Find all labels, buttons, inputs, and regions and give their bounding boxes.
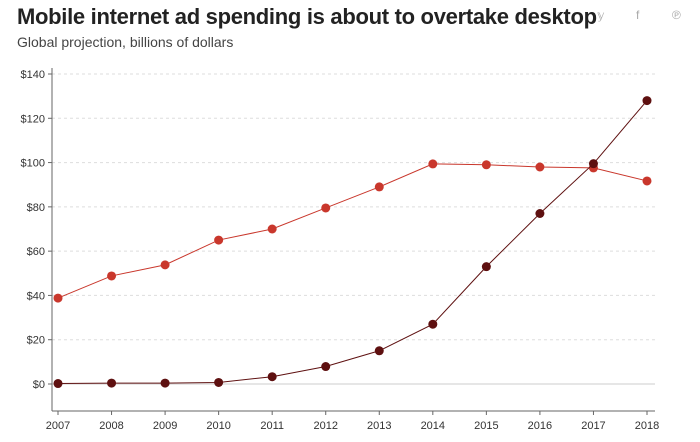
- data-point-0: [642, 176, 652, 186]
- data-point-0: [481, 160, 491, 170]
- y-tick-label: $120: [21, 113, 45, 125]
- data-point-0: [374, 182, 384, 192]
- data-point-0: [160, 260, 170, 270]
- x-tick-label: 2018: [635, 420, 659, 432]
- data-point-1: [53, 379, 63, 389]
- series-line-0: [57, 163, 648, 299]
- facebook-icon[interactable]: f: [636, 8, 640, 22]
- data-point-1: [321, 362, 331, 372]
- x-tick-label: 2014: [421, 420, 445, 432]
- chart-title: Mobile internet ad spending is about to …: [17, 4, 597, 29]
- y-tick-label: $100: [21, 158, 45, 170]
- x-tick-label: 2016: [528, 420, 552, 432]
- data-point-1: [160, 378, 170, 388]
- data-point-0: [428, 159, 438, 169]
- y-tick-label: $40: [27, 290, 45, 302]
- data-point-0: [321, 203, 331, 213]
- data-point-1: [588, 159, 598, 169]
- series-line-1: [57, 100, 648, 385]
- data-point-1: [428, 319, 438, 329]
- y-tick-label: $80: [27, 202, 45, 214]
- y-tick-label: $60: [27, 246, 45, 258]
- twitter-icon[interactable]: 𝕪: [597, 8, 605, 22]
- data-point-0: [267, 224, 277, 234]
- data-point-0: [107, 271, 117, 281]
- data-point-1: [642, 96, 652, 106]
- data-point-0: [214, 235, 224, 245]
- x-tick-label: 2009: [153, 420, 177, 432]
- chart-subtitle: Global projection, billions of dollars: [17, 34, 234, 50]
- y-tick-label: $0: [33, 379, 45, 391]
- data-point-1: [374, 346, 384, 356]
- data-point-0: [535, 162, 545, 172]
- x-tick-label: 2013: [367, 420, 391, 432]
- pinterest-icon[interactable]: ℗: [672, 8, 681, 22]
- x-tick-label: 2017: [581, 420, 605, 432]
- y-tick-label: $20: [27, 335, 45, 347]
- x-tick-label: 2011: [260, 420, 284, 432]
- x-tick-label: 2015: [474, 420, 498, 432]
- data-point-1: [267, 372, 277, 382]
- x-tick-label: 2007: [46, 420, 70, 432]
- x-tick-label: 2010: [206, 420, 230, 432]
- data-point-1: [535, 209, 545, 218]
- data-point-0: [53, 293, 63, 303]
- data-point-1: [107, 378, 117, 388]
- data-point-1: [481, 262, 491, 272]
- data-point-1: [214, 377, 224, 387]
- x-tick-label: 2008: [99, 420, 123, 432]
- x-tick-label: 2012: [313, 420, 337, 432]
- y-tick-label: $140: [21, 69, 45, 81]
